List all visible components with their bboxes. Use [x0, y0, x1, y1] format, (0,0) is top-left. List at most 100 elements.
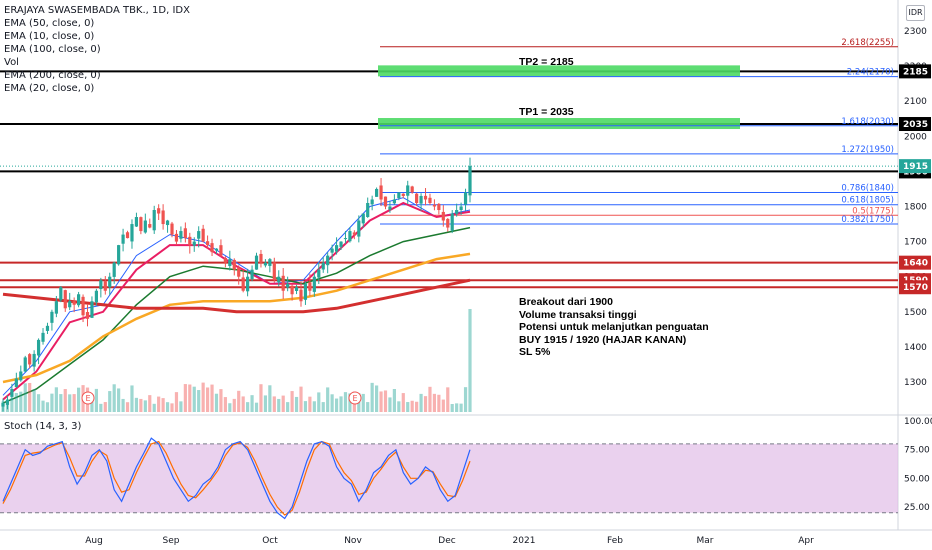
candle-body — [370, 199, 374, 205]
ema-line-ema50 — [2, 226, 471, 404]
candle-body — [157, 208, 161, 214]
volume-bar — [157, 396, 161, 412]
candle-body — [334, 245, 339, 252]
volume-bar — [125, 402, 130, 412]
volume-bar — [303, 401, 308, 412]
candle-body — [352, 232, 356, 235]
candle-body — [459, 206, 463, 211]
candle-body — [366, 202, 370, 218]
candle-body — [210, 243, 214, 253]
candle-body — [1, 403, 5, 407]
candle-body — [103, 281, 107, 291]
level-badge-2035 — [899, 117, 931, 132]
volume-bar — [375, 385, 379, 412]
time-tick-label: 2021 — [513, 536, 536, 546]
candle-body — [148, 224, 152, 228]
volume-bar — [28, 382, 32, 412]
candle-body — [143, 220, 147, 233]
volume-bar — [392, 389, 396, 412]
legend-ema20: EMA (20, close, 0) — [4, 83, 95, 94]
volume-bar — [148, 395, 152, 412]
volume-bar — [343, 392, 348, 412]
level-badge-1640 — [899, 255, 931, 270]
candle-body — [23, 357, 27, 372]
candle-body — [321, 262, 325, 270]
volume-bar — [50, 393, 54, 412]
candle-body — [174, 233, 179, 242]
candle-body — [161, 210, 165, 225]
volume-bar — [259, 384, 263, 412]
candle-body — [406, 185, 410, 196]
ema-line-ema20 — [2, 201, 471, 401]
volume-bar — [339, 396, 343, 412]
candle-body — [432, 204, 437, 207]
fib-label: 1.272(1950) — [841, 145, 894, 155]
volume-bar — [419, 393, 423, 412]
candle-body — [388, 206, 392, 210]
volume-bar — [117, 388, 121, 412]
volume-bar — [379, 391, 383, 412]
volume-bar — [228, 403, 232, 412]
price-tick-label: 2300 — [904, 27, 927, 37]
volume-bar — [294, 396, 299, 412]
tp1-label: TP1 = 2035 — [519, 106, 574, 118]
volume-bar — [361, 393, 365, 412]
candle-body — [90, 301, 94, 318]
volume-bar — [263, 395, 268, 412]
legend-ema200: EMA (200, close, 0) — [4, 70, 101, 81]
volume-bar — [250, 395, 254, 412]
candle-body — [263, 262, 268, 266]
volume-bar — [130, 385, 134, 412]
tp-band-TP1 — [378, 118, 740, 130]
level-label-2185: 2185 — [903, 67, 928, 77]
legend-vol: Vol — [4, 57, 19, 68]
candle-body — [343, 238, 348, 240]
volume-bar — [188, 384, 192, 412]
volume-bar — [23, 383, 27, 412]
candle-body — [348, 231, 352, 242]
candle-body — [268, 259, 272, 266]
volume-bar — [237, 390, 241, 412]
volume-bar — [468, 309, 472, 412]
volume-bar — [223, 397, 227, 412]
legend-ema10: EMA (10, close, 0) — [4, 31, 95, 42]
candle-body — [312, 276, 316, 292]
tp2-label: TP2 = 2185 — [519, 56, 574, 68]
candle-body — [290, 285, 294, 295]
candle-body — [139, 217, 143, 232]
fib-label: 2.24(2170) — [847, 68, 894, 78]
volume-bar — [370, 382, 374, 412]
chart-legend: ERAJAYA SWASEMBADA TBK., 1D, IDX EMA (50… — [4, 4, 190, 95]
price-tick-label: 2000 — [904, 132, 927, 142]
candle-body — [85, 312, 90, 319]
volume-bar — [423, 396, 428, 412]
volume-bar — [246, 402, 250, 412]
note-line-1: Breakout dari 1900 — [519, 296, 613, 308]
fib-label: 0.5(1775) — [852, 206, 894, 216]
candle-body — [250, 269, 254, 280]
candle-body — [246, 276, 250, 292]
candle-body — [303, 283, 308, 300]
candle-body — [14, 378, 18, 388]
analysis-note: Breakout dari 1900 Volume transaksi ting… — [519, 296, 709, 359]
currency-badge[interactable]: IDR — [906, 5, 925, 21]
volume-bar — [192, 386, 196, 412]
earnings-marker-label: E — [352, 394, 357, 403]
candle-body — [286, 283, 290, 288]
volume-bar — [312, 401, 316, 412]
volume-bar — [446, 387, 450, 412]
volume-bar — [219, 389, 223, 412]
time-tick-label: Aug — [85, 536, 103, 546]
time-tick-label: Mar — [697, 536, 714, 546]
volume-bar — [174, 392, 179, 412]
volume-bar — [334, 398, 339, 412]
fib-label: 2.618(2255) — [841, 38, 894, 48]
candle-body — [392, 199, 396, 204]
volume-bar — [441, 399, 445, 412]
candle-body — [10, 389, 14, 397]
volume-bar — [54, 387, 58, 412]
volume-bar — [397, 401, 401, 412]
note-line-5: SL 5% — [519, 346, 551, 358]
time-tick-label: Dec — [438, 536, 455, 546]
